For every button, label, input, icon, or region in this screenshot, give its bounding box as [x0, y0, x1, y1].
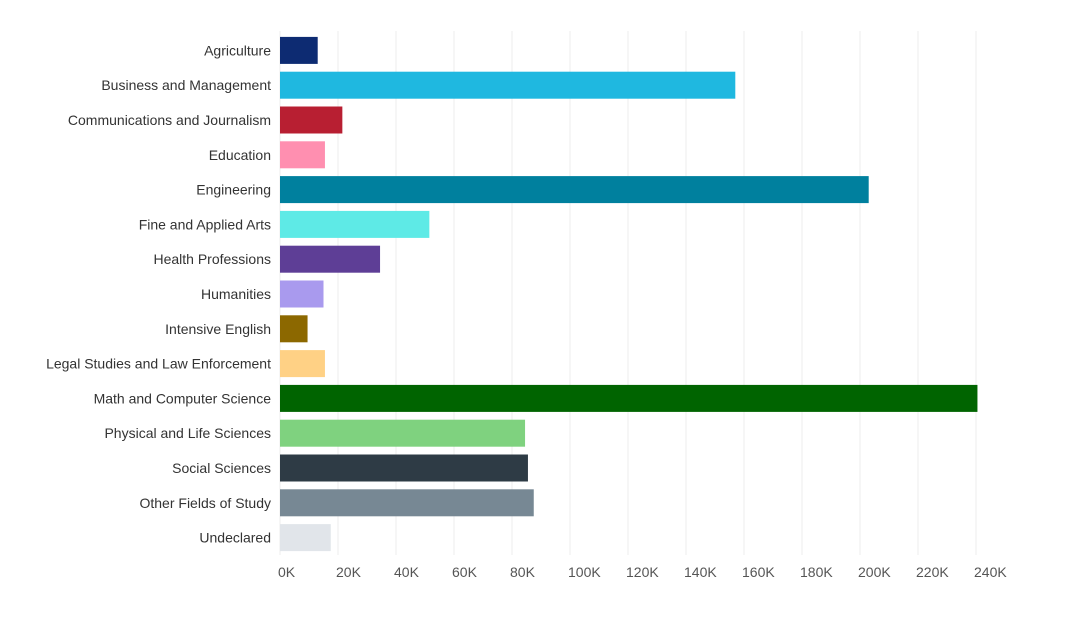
- x-tick-label: 180K: [800, 564, 833, 580]
- category-label: Engineering: [196, 182, 271, 198]
- x-axis-tick-labels: 0K 20K 40K 60K 80K 100K 120K 140K 160K 180K 200K 22…: [278, 564, 1007, 580]
- category-label: Physical and Life Sciences: [104, 425, 271, 441]
- bar[interactable]: [280, 176, 869, 204]
- bar[interactable]: [280, 384, 978, 412]
- category-labels: Agriculture Business and Management Commun…: [46, 42, 271, 545]
- bar[interactable]: [280, 419, 526, 447]
- category-label: Education: [209, 147, 271, 163]
- x-tick-label: 20K: [336, 564, 362, 580]
- x-tick-label: 80K: [510, 564, 536, 580]
- x-tick-label: 120K: [626, 564, 659, 580]
- x-tick-label: 160K: [742, 564, 775, 580]
- bar[interactable]: [280, 71, 736, 99]
- category-label: Health Professions: [153, 251, 271, 267]
- category-label: Communications and Journalism: [68, 112, 271, 128]
- x-tick-label: 40K: [394, 564, 420, 580]
- category-label: Undeclared: [199, 530, 271, 546]
- bar[interactable]: [280, 489, 534, 517]
- category-label: Agriculture: [204, 42, 271, 58]
- x-tick-label: 60K: [452, 564, 478, 580]
- bar[interactable]: [280, 280, 324, 308]
- bar[interactable]: [280, 350, 325, 378]
- category-label: Math and Computer Science: [94, 390, 272, 406]
- bar[interactable]: [280, 315, 308, 343]
- x-tick-label: 240K: [974, 564, 1007, 580]
- bars: [280, 36, 978, 552]
- x-tick-label: 200K: [858, 564, 891, 580]
- bar[interactable]: [280, 210, 430, 238]
- category-label: Legal Studies and Law Enforcement: [46, 356, 271, 372]
- category-label: Humanities: [201, 286, 271, 302]
- bar[interactable]: [280, 36, 318, 64]
- bar[interactable]: [280, 106, 343, 134]
- bar[interactable]: [280, 524, 331, 552]
- category-label: Other Fields of Study: [139, 495, 271, 511]
- x-tick-label: 140K: [684, 564, 717, 580]
- x-tick-label: 0K: [278, 564, 296, 580]
- x-tick-label: 100K: [568, 564, 601, 580]
- category-label: Intensive English: [165, 321, 271, 337]
- bar[interactable]: [280, 454, 528, 482]
- bar[interactable]: [280, 141, 325, 169]
- category-label: Social Sciences: [172, 460, 271, 476]
- category-label: Fine and Applied Arts: [139, 216, 271, 232]
- x-tick-label: 220K: [916, 564, 949, 580]
- category-label: Business and Management: [101, 77, 271, 93]
- bar[interactable]: [280, 245, 381, 273]
- gridlines: [279, 31, 977, 555]
